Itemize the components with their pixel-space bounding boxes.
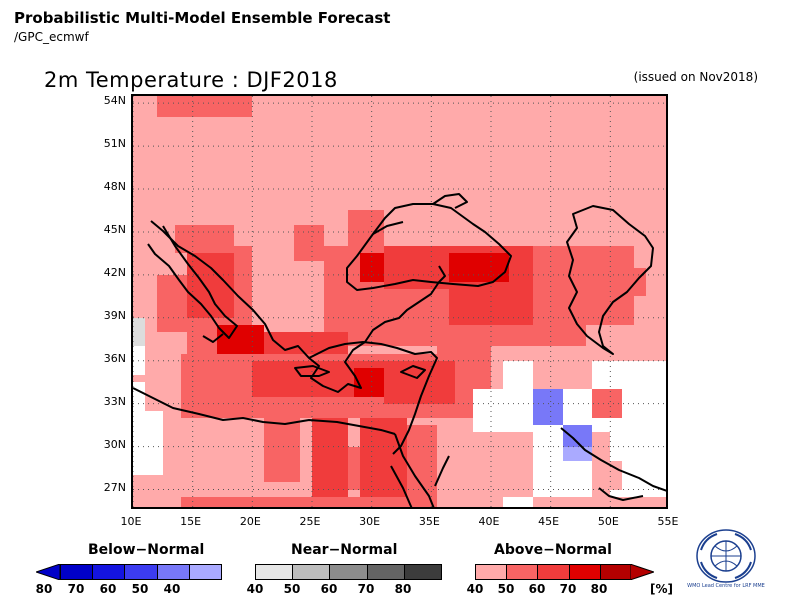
map-title: 2m Temperature : DJF2018 (44, 68, 338, 92)
probability-cell (133, 382, 145, 411)
logo-caption: WMO Lead Centre for LRF MME (687, 583, 765, 589)
legend-near-colorbar (255, 564, 442, 580)
forecast-map (131, 94, 668, 509)
legend-below-label: Below−Normal (88, 542, 205, 558)
lon-tick-label: 35E (418, 515, 440, 528)
legend-swatch (330, 565, 368, 579)
gridlines (133, 96, 666, 507)
lat-tick-label: 27N (103, 480, 126, 494)
issued-date: (issued on Nov2018) (633, 70, 758, 84)
legend-swatch (293, 565, 331, 579)
legend-swatch (256, 565, 294, 579)
lon-tick-label: 55E (657, 515, 679, 528)
legend-tick-label: 50 (283, 582, 301, 596)
legend-tick-label: 40 (466, 582, 484, 596)
probability-cell (347, 446, 360, 490)
legend-tick-label: 50 (131, 582, 149, 596)
legend-swatch (404, 565, 442, 579)
legend-above-colorbar (475, 564, 632, 580)
probability-cell (359, 417, 408, 507)
probability-cell (186, 253, 235, 318)
probability-cell (502, 360, 533, 390)
coastlines (133, 193, 666, 507)
legend-tick-label: 70 (67, 582, 85, 596)
probability-cell (449, 289, 533, 325)
legend-tick-label: 60 (320, 582, 338, 596)
legend-tick-label: 70 (559, 582, 577, 596)
probability-cell (532, 389, 563, 426)
lat-tick-label: 51N (103, 137, 126, 151)
probability-cell (294, 224, 324, 261)
lat-tick-label: 45N (103, 222, 126, 236)
legend-near-label: Near−Normal (291, 542, 398, 558)
legend-swatch (125, 565, 158, 579)
lon-tick-label: 50E (597, 515, 619, 528)
probability-cell (312, 417, 348, 504)
lon-tick-label: 15E (180, 515, 202, 528)
legend-below-colorbar (60, 564, 222, 580)
legend-swatch (157, 565, 190, 579)
legend-tick-label: 80 (590, 582, 608, 596)
legend-swatch (507, 565, 539, 579)
probability-cell (264, 417, 301, 483)
legend-swatch (93, 565, 126, 579)
lon-tick-label: 25E (299, 515, 321, 528)
probability-cell (133, 317, 145, 347)
legend-tick-label: 60 (99, 582, 117, 596)
probability-cell (592, 389, 623, 418)
lon-tick-label: 45E (538, 515, 560, 528)
probability-cell (502, 496, 533, 507)
lat-tick-label: 36N (103, 351, 126, 365)
probability-cell (407, 425, 438, 507)
above-arrow-icon (630, 564, 654, 580)
below-arrow-icon (36, 564, 60, 580)
legend-swatch (61, 565, 94, 579)
legend-swatch (476, 565, 508, 579)
legend-swatch (569, 565, 601, 579)
legend-tick-label: 70 (357, 582, 375, 596)
map-overlay (133, 96, 666, 507)
wmo-logo-icon (696, 529, 756, 583)
legend-unit: [%] (650, 582, 673, 596)
legend-tick-label: 80 (394, 582, 412, 596)
probability-cell (359, 253, 384, 283)
legend-tick-label: 40 (163, 582, 181, 596)
lon-tick-label: 20E (239, 515, 261, 528)
legend-tick-label: 60 (528, 582, 546, 596)
probability-cell (156, 96, 253, 118)
probability-cell (473, 389, 533, 433)
probability-cell (437, 332, 491, 361)
lon-tick-label: 30E (359, 515, 381, 528)
probability-cell (133, 410, 163, 476)
lat-tick-label: 33N (103, 394, 126, 408)
probability-cell (592, 460, 623, 490)
lat-tick-label: 30N (103, 437, 126, 451)
lat-tick-label: 54N (103, 94, 126, 108)
legend-swatch (189, 565, 222, 579)
product-title: Probabilistic Multi-Model Ensemble Forec… (14, 9, 391, 27)
probability-cell (180, 496, 420, 507)
legend-swatch (367, 565, 405, 579)
legend-tick-label: 80 (35, 582, 53, 596)
legend-tick-label: 40 (246, 582, 264, 596)
legend-swatch (538, 565, 570, 579)
model-subtitle: /GPC_ecmwf (14, 30, 89, 44)
lon-tick-label: 10E (120, 515, 142, 528)
lat-tick-label: 48N (103, 180, 126, 194)
legend-above-label: Above−Normal (494, 542, 612, 558)
legend-swatch (600, 565, 632, 579)
lat-tick-label: 42N (103, 265, 126, 279)
lon-tick-label: 40E (478, 515, 500, 528)
legend-tick-label: 50 (497, 582, 515, 596)
lat-tick-label: 39N (103, 308, 126, 322)
